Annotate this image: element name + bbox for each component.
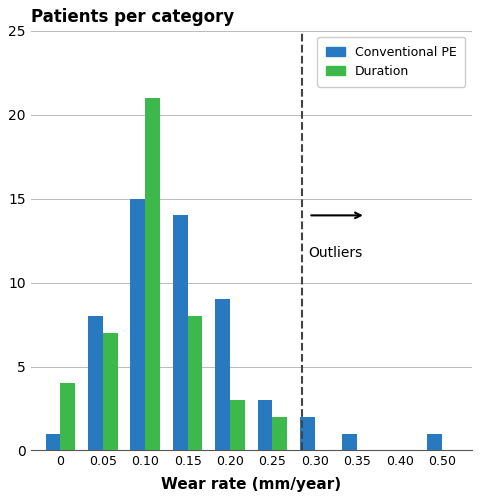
Bar <box>188 316 203 450</box>
Text: Patients per category: Patients per category <box>31 8 234 26</box>
Legend: Conventional PE, Duration: Conventional PE, Duration <box>317 37 466 86</box>
Bar <box>88 316 103 450</box>
Bar <box>46 434 60 450</box>
Bar <box>258 400 273 450</box>
Bar <box>427 434 442 450</box>
Bar <box>273 417 287 450</box>
Bar <box>145 98 160 451</box>
Bar <box>342 434 357 450</box>
Bar <box>173 216 188 450</box>
Bar <box>103 333 118 450</box>
Bar <box>230 400 245 450</box>
X-axis label: Wear rate (mm/year): Wear rate (mm/year) <box>161 476 341 492</box>
Bar <box>131 198 145 450</box>
Bar <box>300 417 315 450</box>
Text: Outliers: Outliers <box>309 246 363 260</box>
Bar <box>215 300 230 450</box>
Bar <box>60 384 75 450</box>
